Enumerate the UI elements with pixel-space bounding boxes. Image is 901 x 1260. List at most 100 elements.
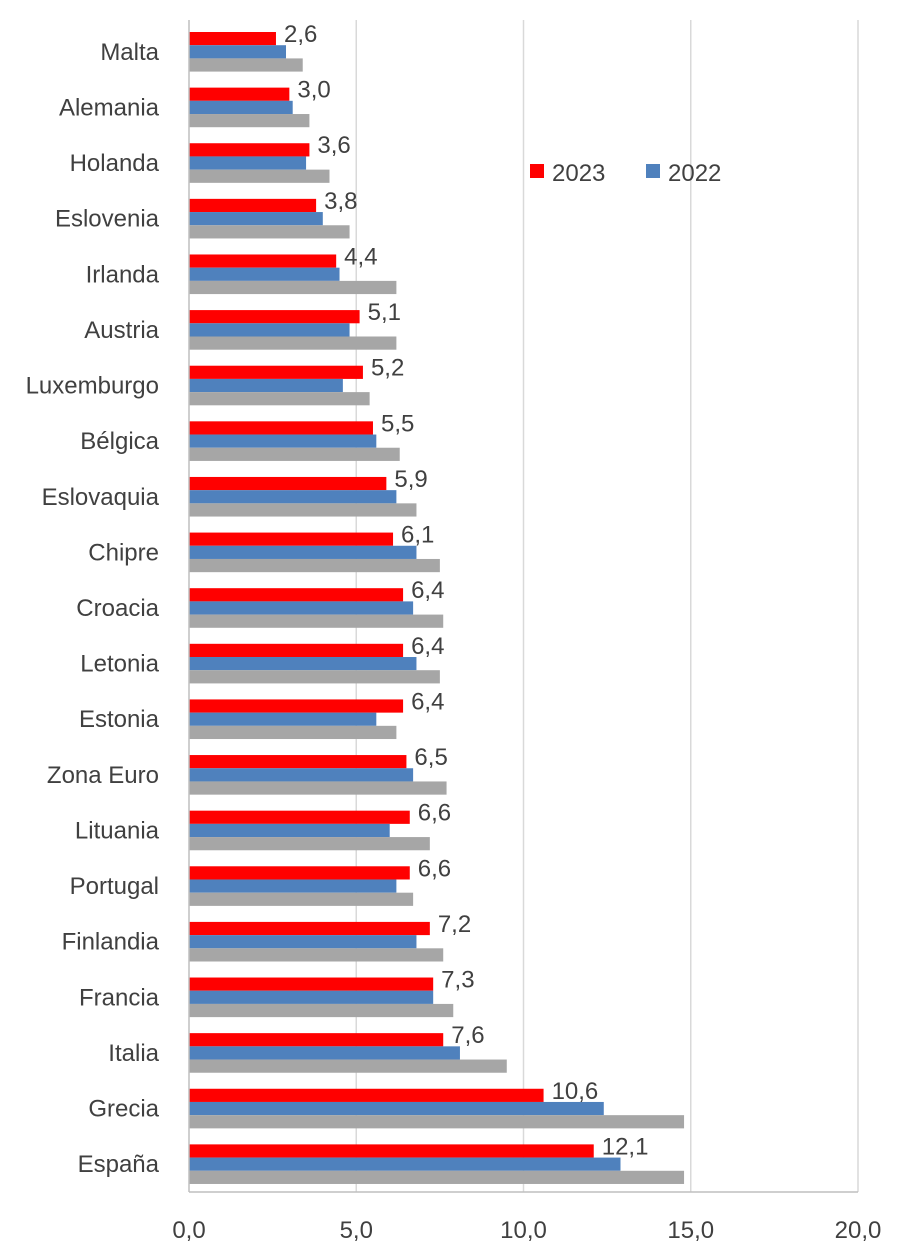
bar-2023-finlandia	[189, 921, 430, 936]
bar-series-3-eslovaquia	[189, 503, 417, 517]
bar-2022-croacia	[189, 601, 414, 615]
data-label: 10,6	[552, 1078, 599, 1105]
legend-label-2022: 2022	[668, 160, 721, 187]
category-label: Bélgica	[80, 428, 159, 455]
bar-2023-españa	[189, 1144, 594, 1158]
legend-swatch-2023	[530, 164, 544, 178]
bar-series-3-portugal	[189, 892, 414, 906]
legend-swatch-2022	[646, 164, 660, 178]
data-label: 5,2	[371, 355, 404, 382]
bar-2022-alemania	[189, 100, 293, 115]
bar-2022-grecia	[189, 1101, 604, 1116]
bar-2022-lituania	[189, 823, 390, 838]
bar-series-3-zona-euro	[189, 781, 447, 795]
bar-series-3-alemania	[189, 114, 310, 128]
bar-2022-bélgica	[189, 434, 377, 448]
legend: 2023 2022	[530, 160, 721, 187]
bar-2023-lituania	[189, 810, 410, 824]
bar-2023-bélgica	[189, 421, 373, 435]
category-label: Portugal	[70, 873, 159, 900]
bar-2023-malta	[189, 32, 276, 46]
data-label: 6,4	[411, 633, 444, 660]
data-label: 3,6	[317, 132, 350, 159]
data-label: 7,3	[441, 967, 474, 994]
category-label: Francia	[79, 984, 160, 1011]
bar-2022-letonia	[189, 657, 417, 671]
x-tick-label: 20,0	[835, 1217, 882, 1244]
category-label: Croacia	[76, 595, 159, 622]
category-label: Luxemburgo	[26, 373, 159, 400]
category-label: Holanda	[70, 150, 160, 177]
data-label: 12,1	[602, 1133, 649, 1160]
bar-2022-italia	[189, 1046, 460, 1060]
data-label: 5,1	[368, 299, 401, 326]
data-label: 3,8	[324, 188, 357, 215]
category-label: Chipre	[88, 539, 159, 566]
data-label: 7,2	[438, 911, 471, 938]
data-label: 6,4	[411, 688, 444, 715]
category-label: Irlanda	[86, 261, 160, 288]
bar-2023-holanda	[189, 143, 310, 157]
bar-2023-francia	[189, 977, 434, 991]
bar-2023-eslovenia	[189, 198, 317, 213]
bar-series-3-finlandia	[189, 948, 444, 962]
bar-series-3-francia	[189, 1003, 454, 1018]
data-label: 6,4	[411, 577, 444, 604]
category-label: Eslovenia	[55, 206, 160, 233]
bar-2022-chipre	[189, 545, 417, 559]
bar-2022-portugal	[189, 879, 397, 893]
category-label: Letonia	[80, 651, 159, 678]
bar-series-3-chipre	[189, 558, 440, 573]
data-label: 6,1	[401, 522, 434, 549]
bar-2022-luxemburgo	[189, 378, 343, 393]
category-label: Finlandia	[62, 929, 160, 956]
data-label: 5,9	[394, 466, 427, 493]
bar-series-3-eslovenia	[189, 225, 350, 239]
bar-series-3-croacia	[189, 614, 444, 628]
bar-2023-portugal	[189, 866, 410, 880]
axes	[188, 20, 858, 1193]
bar-series-3-luxemburgo	[189, 392, 370, 406]
data-label: 2,6	[284, 21, 317, 48]
bar-series-3-malta	[189, 58, 303, 72]
bar-2022-españa	[189, 1157, 621, 1171]
bar-2023-zona-euro	[189, 755, 407, 769]
bar-2022-zona-euro	[189, 768, 414, 782]
bar-2022-austria	[189, 323, 350, 337]
bar-2022-irlanda	[189, 267, 340, 281]
bar-2023-alemania	[189, 87, 290, 101]
data-label: 3,0	[297, 77, 330, 104]
bar-2023-italia	[189, 1033, 444, 1047]
x-tick-label: 0,0	[172, 1217, 205, 1244]
bar-series-3-austria	[189, 336, 397, 350]
data-label: 6,6	[418, 800, 451, 827]
x-tick-label: 15,0	[667, 1217, 714, 1244]
data-label: 6,6	[418, 855, 451, 882]
bar-2022-eslovaquia	[189, 490, 397, 504]
legend-label-2023: 2023	[552, 160, 605, 187]
bars	[189, 32, 685, 1184]
bar-2022-estonia	[189, 712, 377, 726]
bar-series-3-lituania	[189, 837, 430, 851]
bar-2023-luxemburgo	[189, 365, 363, 379]
bar-2023-estonia	[189, 699, 404, 713]
bar-2022-malta	[189, 45, 287, 59]
category-label: Zona Euro	[47, 762, 159, 789]
bar-2022-finlandia	[189, 935, 417, 949]
bar-2022-francia	[189, 990, 434, 1004]
bar-series-3-letonia	[189, 670, 440, 684]
category-label: Italia	[108, 1040, 159, 1067]
category-label: Malta	[100, 39, 159, 66]
bar-series-3-grecia	[189, 1115, 685, 1129]
category-label: Austria	[84, 317, 159, 344]
bar-2023-eslovaquia	[189, 476, 387, 491]
bar-series-3-españa	[189, 1170, 685, 1184]
bar-2023-irlanda	[189, 254, 337, 268]
labels: 0,0 5,0 10,0 15,0 20,0 Malta 2,6 Alemania 3,0 Hol…	[26, 21, 882, 1244]
bar-series-3-estonia	[189, 725, 397, 740]
category-label: Lituania	[75, 817, 160, 844]
bar-series-3-holanda	[189, 169, 330, 183]
data-label: 6,5	[414, 744, 447, 771]
category-label: España	[78, 1151, 160, 1178]
